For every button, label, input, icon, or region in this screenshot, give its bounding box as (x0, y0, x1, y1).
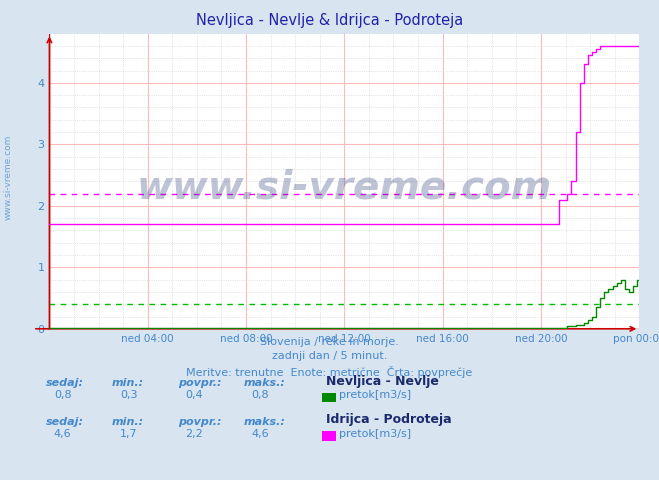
Text: www.si-vreme.com: www.si-vreme.com (3, 135, 13, 220)
Text: min.:: min.: (112, 417, 144, 427)
Text: 4,6: 4,6 (252, 429, 269, 439)
Text: povpr.:: povpr.: (178, 378, 221, 388)
Text: 0,3: 0,3 (120, 390, 137, 400)
Text: 1,7: 1,7 (120, 429, 137, 439)
Text: sedaj:: sedaj: (46, 378, 84, 388)
Text: www.si-vreme.com: www.si-vreme.com (136, 168, 552, 206)
Text: maks.:: maks.: (244, 378, 286, 388)
Text: Slovenija / reke in morje.: Slovenija / reke in morje. (260, 337, 399, 347)
Text: 0,4: 0,4 (186, 390, 203, 400)
Text: sedaj:: sedaj: (46, 417, 84, 427)
Text: 4,6: 4,6 (54, 429, 71, 439)
Text: Idrijca - Podroteja: Idrijca - Podroteja (326, 413, 452, 426)
Text: Nevljica - Nevlje & Idrijca - Podroteja: Nevljica - Nevlje & Idrijca - Podroteja (196, 13, 463, 28)
Text: 2,2: 2,2 (186, 429, 203, 439)
Text: povpr.:: povpr.: (178, 417, 221, 427)
Text: maks.:: maks.: (244, 417, 286, 427)
Text: 0,8: 0,8 (252, 390, 269, 400)
Text: Meritve: trenutne  Enote: metrične  Črta: povprečje: Meritve: trenutne Enote: metrične Črta: … (186, 366, 473, 378)
Text: 0,8: 0,8 (54, 390, 71, 400)
Text: pretok[m3/s]: pretok[m3/s] (339, 390, 411, 400)
Text: min.:: min.: (112, 378, 144, 388)
Text: zadnji dan / 5 minut.: zadnji dan / 5 minut. (272, 351, 387, 361)
Text: Nevljica - Nevlje: Nevljica - Nevlje (326, 375, 439, 388)
Text: pretok[m3/s]: pretok[m3/s] (339, 429, 411, 439)
